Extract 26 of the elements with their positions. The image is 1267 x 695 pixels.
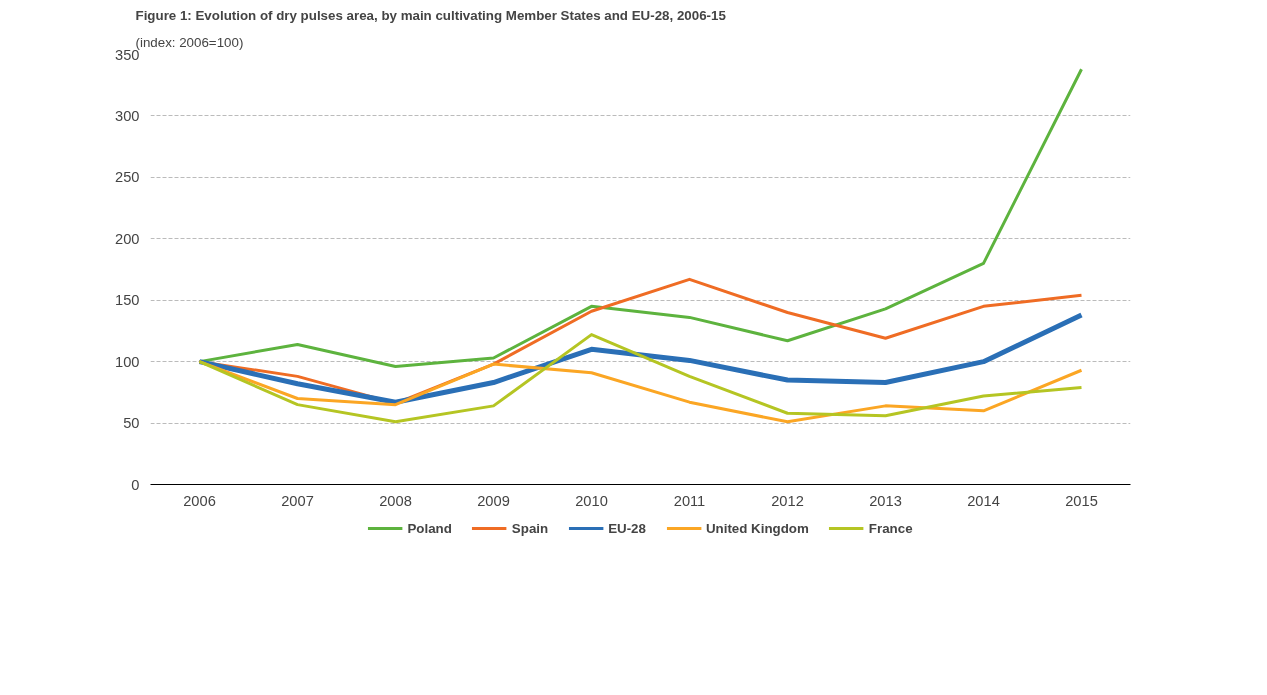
legend-label: United Kingdom [705, 520, 809, 536]
y-tick-label: 200 [115, 230, 140, 247]
y-tick-label: 300 [115, 107, 140, 124]
chart-title: Figure 1: Evolution of dry pulses area, by main cultivating Member States and EU-28, 2006-15 [135, 7, 727, 23]
x-tick-label: 2012 [771, 492, 804, 509]
line-series [198, 67, 1083, 369]
x-tick-label: 2006 [183, 492, 216, 509]
x-tick-label: 2007 [281, 492, 314, 509]
legend-label: France [868, 520, 913, 536]
y-tick-label: 0 [131, 476, 140, 493]
x-tick-label: 2011 [673, 492, 706, 509]
legend-label: Poland [407, 520, 452, 536]
line-series [198, 333, 1083, 424]
legend-label: Spain [511, 520, 549, 536]
x-tick-label: 2009 [477, 492, 510, 509]
y-tick-label: 100 [115, 353, 140, 370]
x-tick-label: 2008 [379, 492, 412, 509]
x-tick-label: 2014 [967, 492, 1000, 509]
y-tick-label: 250 [115, 169, 140, 186]
y-tick-label: 50 [123, 415, 140, 432]
chart-subtitle: (index: 2006=100) [135, 34, 244, 50]
x-tick-label: 2015 [1065, 492, 1098, 509]
y-tick-label: 150 [115, 292, 140, 309]
x-tick-label: 2010 [575, 492, 608, 509]
legend-label: EU-28 [608, 520, 646, 536]
x-tick-label: 2013 [869, 492, 902, 509]
